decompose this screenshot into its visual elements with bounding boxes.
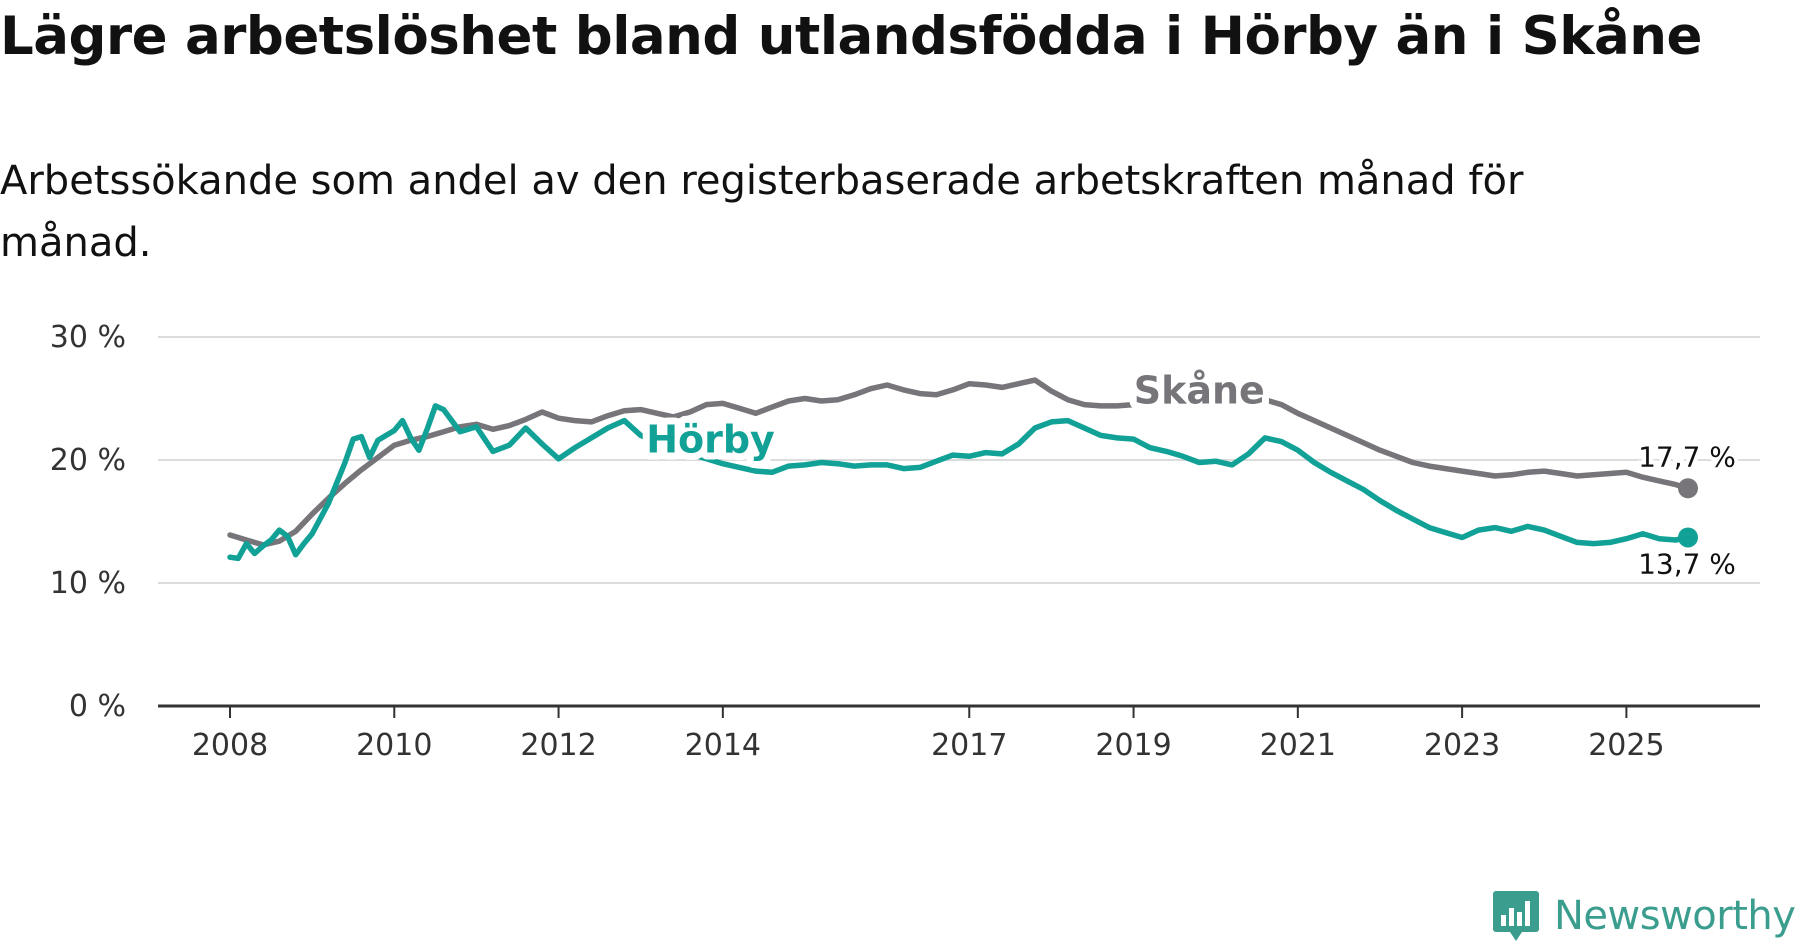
y-tick-label: 30 % — [50, 320, 126, 355]
x-tick-label: 2010 — [356, 728, 432, 763]
x-tick-label: 2019 — [1095, 728, 1171, 763]
y-tick-label: 0 % — [69, 689, 126, 724]
gridlines — [158, 336, 1760, 584]
chart-subtitle: Arbetssökande som andel av den registerb… — [0, 158, 1524, 266]
series-labels: 17,7 % 13,7 % Hörby Skåne — [639, 361, 1740, 584]
end-point-skane — [1678, 478, 1698, 499]
x-tick-label: 2017 — [931, 728, 1007, 763]
newsworthy-logo: Newsworthy — [1492, 888, 1796, 944]
brand-name: Newsworthy — [1554, 893, 1796, 939]
series-line-horby — [227, 403, 1691, 562]
y-tick-label: 20 % — [50, 443, 126, 478]
x-tick-label: 2008 — [192, 728, 268, 763]
chart-title: Lägre arbetslöshet bland utlandsfödda i … — [0, 6, 1702, 67]
x-tick-label: 2014 — [685, 728, 761, 763]
y-tick-label: 10 % — [50, 566, 126, 601]
y-axis-ticks: 0 % 10 % 20 % 30 % — [50, 320, 126, 724]
end-label-skane: 17,7 % — [1638, 440, 1736, 473]
series-label-horby: Hörby — [646, 418, 775, 462]
x-tick-label: 2021 — [1260, 728, 1336, 763]
series-lines — [227, 377, 1698, 562]
end-label-horby: 13,7 % — [1638, 547, 1736, 580]
x-tick-label: 2025 — [1588, 728, 1664, 763]
x-axis-ticks: 2008 2010 2012 2014 2017 2019 2021 2023 2025 — [192, 706, 1665, 763]
series-line-skane — [227, 377, 1691, 548]
end-point-horby — [1678, 527, 1698, 548]
x-tick-label: 2012 — [520, 728, 596, 763]
series-label-skane: Skåne — [1134, 368, 1265, 412]
bar-chart-icon — [1493, 891, 1539, 941]
x-tick-label: 2023 — [1424, 728, 1500, 763]
